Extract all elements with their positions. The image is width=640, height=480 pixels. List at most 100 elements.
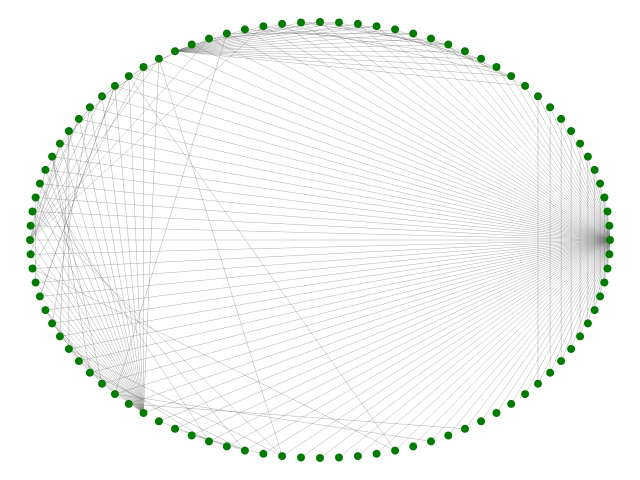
graph-edge xyxy=(39,85,116,297)
graph-edge xyxy=(510,239,611,405)
graph-edge xyxy=(29,118,80,241)
graph-edge xyxy=(319,21,611,241)
graph-node xyxy=(316,18,324,26)
graph-edge xyxy=(174,50,512,77)
graph-edge xyxy=(39,183,611,241)
graph-node xyxy=(222,29,231,38)
graph-node xyxy=(64,345,73,353)
graph-edge xyxy=(68,239,611,350)
graph-node xyxy=(600,193,609,202)
graph-edge xyxy=(208,38,611,241)
graph-edge xyxy=(114,239,611,395)
graph-edge xyxy=(32,211,611,241)
graph-edge xyxy=(158,58,283,457)
graph-node xyxy=(372,22,381,31)
graph-edge xyxy=(496,66,611,241)
graph-edge xyxy=(101,96,611,241)
graph-edge xyxy=(300,22,449,45)
graph-node xyxy=(110,390,119,399)
graph-edge xyxy=(510,75,611,241)
graph-node xyxy=(576,139,585,148)
graph-edge xyxy=(68,130,144,414)
graph-edge xyxy=(143,239,611,414)
graph-edge xyxy=(560,118,611,241)
graph-edge xyxy=(338,22,482,59)
graph-node xyxy=(596,179,605,188)
graph-node xyxy=(124,72,133,81)
graph-edge xyxy=(281,239,611,457)
graph-node xyxy=(48,152,57,161)
graph-node xyxy=(278,452,287,461)
graph-edge xyxy=(128,76,144,414)
graph-edge xyxy=(30,143,61,255)
graph-node xyxy=(26,250,35,259)
graph-edge xyxy=(300,239,611,458)
node-layer xyxy=(26,18,614,462)
graph-node xyxy=(171,47,179,56)
graph-edge xyxy=(191,239,611,436)
graph-edge xyxy=(59,143,611,241)
graph-edge xyxy=(338,22,611,241)
graph-edge xyxy=(35,282,144,414)
graph-node xyxy=(409,29,418,38)
graph-edge xyxy=(101,96,144,414)
graph-edge xyxy=(128,75,396,451)
graph-edge xyxy=(174,50,611,241)
graph-edge xyxy=(45,309,144,414)
graph-node xyxy=(41,165,50,174)
graph-edge xyxy=(394,239,611,451)
graph-edge xyxy=(300,22,611,241)
graph-edge xyxy=(174,44,449,52)
graph-edge xyxy=(174,29,396,52)
graph-node xyxy=(154,417,163,426)
graph-edge xyxy=(174,239,611,430)
graph-edge xyxy=(35,197,611,241)
graph-node xyxy=(205,34,213,43)
graph-node xyxy=(222,442,231,451)
graph-edge xyxy=(464,51,611,241)
graph-node xyxy=(353,452,362,461)
graph-node xyxy=(297,453,305,462)
graph-node xyxy=(600,278,609,287)
graph-node xyxy=(507,399,516,408)
graph-node xyxy=(35,292,44,301)
graph-edge xyxy=(114,85,611,241)
graph-edge xyxy=(143,66,611,241)
graph-node xyxy=(278,19,287,28)
graph-edge xyxy=(524,85,611,241)
graph-edge xyxy=(52,239,611,324)
graph-node xyxy=(259,449,268,458)
graph-edge xyxy=(480,239,611,422)
graph-edge xyxy=(560,239,611,362)
graph-node xyxy=(590,165,599,174)
graph-node xyxy=(259,22,268,31)
graph-node xyxy=(507,72,516,81)
graph-edge xyxy=(39,296,144,414)
graph-edge xyxy=(51,107,91,324)
graph-edge xyxy=(448,44,611,241)
graph-edge xyxy=(39,183,210,442)
graph-node xyxy=(521,81,530,90)
graph-edge xyxy=(604,239,611,283)
graph-edge xyxy=(78,118,144,414)
graph-node xyxy=(590,306,599,315)
graph-edge xyxy=(413,239,611,447)
graph-edge xyxy=(32,239,611,269)
graph-edge xyxy=(114,85,144,414)
graph-edge xyxy=(30,118,80,226)
graph-edge xyxy=(174,22,340,52)
graph-edge xyxy=(604,197,611,241)
graph-edge xyxy=(128,403,466,430)
graph-edge xyxy=(191,44,611,241)
graph-node xyxy=(335,18,343,27)
graph-node xyxy=(28,264,37,273)
graph-node xyxy=(534,379,542,388)
graph-edge xyxy=(114,393,432,442)
graph-node xyxy=(139,63,148,71)
graph-edge xyxy=(29,143,61,241)
graph-edge xyxy=(338,239,611,458)
graph-edge xyxy=(579,143,611,241)
graph-edge xyxy=(394,29,611,241)
graph-node xyxy=(391,25,400,34)
graph-edge xyxy=(51,156,144,414)
